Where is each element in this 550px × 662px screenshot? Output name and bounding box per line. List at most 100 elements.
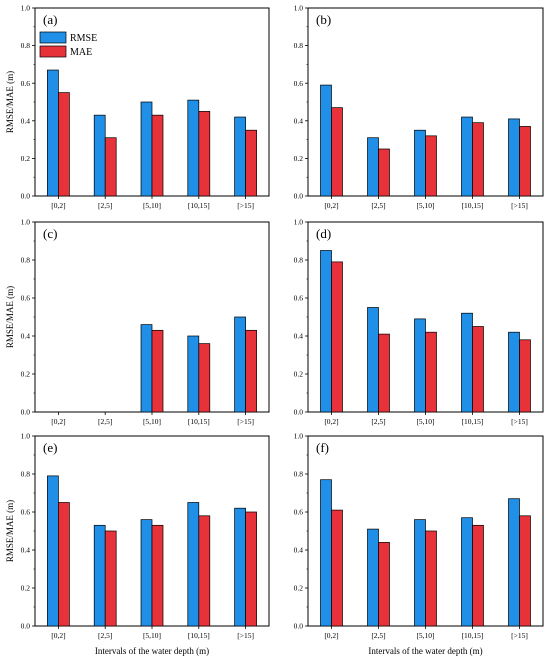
panel-label: (b): [316, 12, 331, 27]
y-tick-label: 0.6: [21, 79, 31, 88]
bar-mae: [151, 329, 164, 413]
x-tick-label: [2,5]: [98, 201, 112, 210]
bar-rmse: [367, 528, 379, 627]
y-axis-title: RMSE/MAE (m): [5, 500, 15, 562]
bar-rmse: [508, 331, 520, 413]
bar-mae: [472, 524, 484, 627]
legend: RMSE MAE: [39, 31, 97, 58]
x-tick-label: [10,15]: [462, 417, 484, 426]
chart-panel-1: 0.0 0.2 0.4 0.6 0.8 1.0 [0,2] [2,5] [5,10] [10,15…: [5, 4, 270, 210]
bar-rmse: [140, 101, 153, 197]
x-tick-label: [5,10]: [143, 201, 161, 210]
bar-mae: [472, 326, 484, 413]
x-tick-label: [>15]: [511, 631, 528, 640]
bar-mae: [151, 114, 164, 197]
bar-mae: [198, 111, 211, 197]
y-tick-label: 0.8: [294, 470, 304, 479]
chart-panel-6: 0.0 0.2 0.4 0.6 0.8 1.0 [0,2] [2,5] [5,10] [10,15…: [294, 432, 544, 656]
legend-label: MAE: [70, 47, 92, 58]
x-tick-label: [5,10]: [143, 417, 161, 426]
bar-rmse: [93, 524, 106, 627]
x-tick-label: [5,10]: [416, 631, 434, 640]
bar-mae: [331, 261, 343, 413]
y-tick-label: 0.8: [21, 470, 31, 479]
y-tick-label: 0.2: [294, 584, 304, 593]
bar-rmse: [187, 502, 200, 627]
chart-panel-2: 0.0 0.2 0.4 0.6 0.8 1.0 [0,2] [2,5] [5,10] [10,15…: [294, 4, 544, 210]
bar-mae: [425, 135, 437, 197]
y-axis-title: RMSE/MAE (m): [5, 71, 15, 133]
bar-rmse: [47, 475, 59, 627]
bar-mae: [331, 107, 343, 197]
bar-rmse: [461, 116, 473, 197]
x-tick-label: [0,2]: [324, 417, 338, 426]
y-tick-label: 0.4: [294, 546, 304, 555]
bar-rmse: [234, 507, 246, 627]
y-axis-title: RMSE/MAE (m): [5, 286, 15, 348]
y-tick-label: 0.6: [21, 294, 31, 303]
bar-rmse: [320, 84, 332, 197]
y-tick-label: 0.2: [294, 154, 304, 163]
bar-mae: [58, 92, 70, 197]
y-tick-label: 0.2: [21, 584, 31, 593]
bar-rmse: [93, 114, 106, 197]
y-tick-label: 0.4: [21, 116, 31, 125]
bar-mae: [104, 137, 117, 197]
bar-mae: [151, 524, 164, 627]
x-tick-label: [>15]: [237, 417, 254, 426]
x-tick-label: [>15]: [511, 201, 528, 210]
y-tick-label: 0.0: [294, 408, 304, 417]
bar-mae: [519, 339, 531, 413]
bar-rmse: [367, 307, 379, 413]
y-tick-label: 1.0: [294, 4, 304, 13]
x-tick-label: [2,5]: [98, 417, 112, 426]
bar-rmse: [187, 335, 200, 413]
x-tick-label: [10,15]: [188, 631, 210, 640]
bar-rmse: [414, 129, 426, 197]
x-tick-label: [0,2]: [51, 417, 65, 426]
x-tick-label: [>15]: [237, 631, 254, 640]
bar-mae: [198, 515, 211, 627]
panel-label: (e): [43, 440, 57, 455]
panel-label: (a): [43, 12, 57, 27]
x-tick-label: [5,10]: [416, 201, 434, 210]
x-axis-title: Intervals of the water depth (m): [95, 646, 209, 656]
x-tick-label: [2,5]: [371, 201, 385, 210]
legend-label: RMSE: [70, 33, 97, 44]
bar-rmse: [234, 316, 246, 413]
legend-swatch-mae: [39, 45, 67, 58]
chart-panel-4: 0.0 0.2 0.4 0.6 0.8 1.0 [0,2] [2,5] [5,10] [10,15…: [294, 218, 544, 426]
x-tick-label: [10,15]: [462, 201, 484, 210]
bar-rmse: [320, 250, 332, 413]
x-tick-label: [0,2]: [324, 631, 338, 640]
bar-rmse: [320, 479, 332, 627]
y-tick-label: 0.0: [294, 192, 304, 201]
bar-mae: [198, 343, 211, 413]
bar-rmse: [461, 312, 473, 413]
x-tick-label: [>15]: [511, 417, 528, 426]
x-axis-title: Intervals of the water depth (m): [368, 646, 482, 656]
bar-mae: [378, 333, 390, 413]
y-tick-label: 0.0: [21, 192, 31, 201]
bar-mae: [245, 329, 257, 413]
panel-label: (c): [43, 226, 57, 241]
bar-mae: [378, 148, 390, 197]
x-tick-label: [5,10]: [143, 631, 161, 640]
x-tick-label: [5,10]: [416, 417, 434, 426]
bar-mae: [58, 502, 70, 627]
x-tick-label: [>15]: [237, 201, 254, 210]
y-tick-label: 1.0: [294, 218, 304, 227]
x-tick-label: [0,2]: [51, 631, 65, 640]
bar-rmse: [508, 498, 520, 627]
x-tick-label: [10,15]: [188, 417, 210, 426]
y-tick-label: 0.2: [21, 154, 31, 163]
bar-mae: [472, 122, 484, 197]
bar-mae: [245, 129, 257, 197]
y-tick-label: 0.6: [294, 79, 304, 88]
y-tick-label: 0.8: [294, 256, 304, 265]
bar-mae: [519, 126, 531, 197]
chart-panel-5: 0.0 0.2 0.4 0.6 0.8 1.0 [0,2] [2,5] [5,10] [10,15…: [5, 432, 270, 656]
y-tick-label: 0.6: [294, 294, 304, 303]
bar-rmse: [367, 137, 379, 197]
y-tick-label: 1.0: [294, 432, 304, 441]
